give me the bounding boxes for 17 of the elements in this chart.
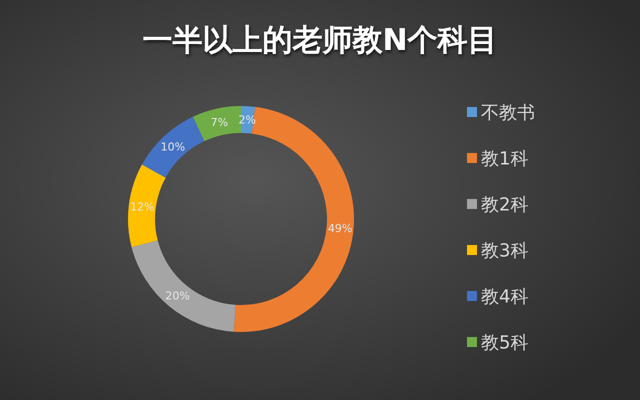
donut-slice bbox=[128, 164, 166, 248]
legend-label: 不教书 bbox=[481, 102, 535, 124]
donut-slice bbox=[234, 106, 354, 332]
legend-label: 教4科 bbox=[481, 286, 528, 308]
donut-slice bbox=[132, 240, 236, 332]
data-label: 7% bbox=[210, 116, 228, 129]
legend-label: 教5科 bbox=[481, 332, 528, 354]
chart-title: 一半以上的老师教N个科目 bbox=[142, 23, 498, 58]
legend-label: 教2科 bbox=[481, 194, 528, 216]
data-label: 10% bbox=[160, 140, 186, 154]
data-label: 49% bbox=[328, 222, 352, 236]
donut-slice bbox=[142, 116, 204, 178]
data-label: 12% bbox=[130, 200, 155, 214]
legend-label: 教3科 bbox=[481, 240, 528, 262]
donut-slice bbox=[192, 106, 241, 142]
data-label: 20% bbox=[165, 290, 190, 303]
legend-label: 教1科 bbox=[481, 148, 528, 170]
